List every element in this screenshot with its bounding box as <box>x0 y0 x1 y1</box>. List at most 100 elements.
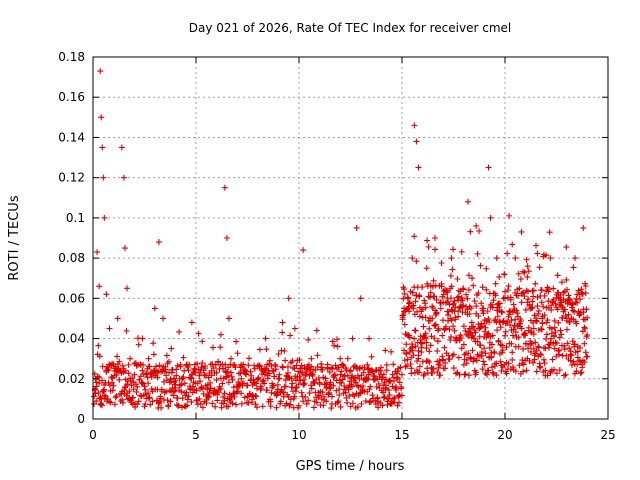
data-point <box>536 360 543 367</box>
data-point <box>386 391 393 398</box>
data-point <box>375 380 382 387</box>
data-point <box>524 263 531 270</box>
data-point <box>410 352 417 359</box>
data-point <box>466 311 473 318</box>
data-point <box>125 370 132 377</box>
data-point <box>230 389 237 396</box>
data-point <box>460 323 467 330</box>
data-point <box>502 332 508 339</box>
data-point <box>127 355 134 362</box>
data-point <box>405 304 412 311</box>
data-point <box>209 400 216 407</box>
data-point <box>247 368 254 375</box>
data-point <box>369 368 376 375</box>
data-point <box>424 357 431 364</box>
data-point <box>512 368 519 375</box>
data-point <box>268 389 275 396</box>
data-point <box>205 391 212 398</box>
data-point <box>285 295 292 302</box>
data-point <box>228 369 235 376</box>
data-point <box>119 362 126 369</box>
data-point <box>105 367 112 374</box>
data-point <box>551 324 558 331</box>
data-point <box>405 295 412 302</box>
data-point <box>525 296 532 303</box>
data-point <box>452 316 459 323</box>
data-point <box>481 328 488 335</box>
data-point <box>403 362 410 369</box>
data-point <box>199 404 206 411</box>
data-point <box>368 353 375 360</box>
data-point <box>379 402 386 409</box>
data-point <box>439 317 446 324</box>
data-point <box>541 312 548 319</box>
data-point <box>275 350 282 357</box>
data-point <box>532 350 539 357</box>
data-point <box>543 335 550 342</box>
data-point <box>329 338 336 345</box>
data-point <box>264 375 271 382</box>
data-point <box>209 361 216 368</box>
data-point <box>446 326 453 333</box>
data-point <box>339 376 346 383</box>
data-point <box>470 323 477 330</box>
data-point <box>455 293 462 300</box>
data-point <box>489 369 496 376</box>
data-point <box>467 329 474 336</box>
data-point <box>561 346 568 353</box>
data-point <box>352 379 359 386</box>
data-point <box>359 383 366 390</box>
data-point <box>288 384 295 391</box>
data-point <box>150 340 157 347</box>
data-point <box>581 340 588 347</box>
data-point <box>380 394 387 401</box>
data-point <box>485 367 492 374</box>
data-point <box>344 399 351 406</box>
data-point <box>554 272 561 279</box>
data-point <box>406 349 413 356</box>
data-point <box>219 380 226 387</box>
data-point <box>210 365 217 372</box>
data-point <box>336 392 343 399</box>
data-point <box>493 372 500 379</box>
data-point <box>375 404 382 411</box>
data-point <box>509 332 516 339</box>
data-point <box>308 385 315 392</box>
data-point <box>318 360 325 367</box>
data-point <box>353 224 360 231</box>
data-point <box>291 325 298 332</box>
data-point <box>242 367 249 374</box>
data-point <box>528 340 535 347</box>
data-point <box>496 304 503 311</box>
data-point <box>521 293 528 300</box>
data-point <box>502 295 508 302</box>
data-point <box>446 356 453 363</box>
data-point <box>328 405 335 412</box>
data-point <box>454 276 461 283</box>
data-point <box>535 344 542 351</box>
data-point <box>545 298 552 305</box>
data-point <box>416 292 423 299</box>
data-point <box>172 384 179 391</box>
data-point <box>248 399 255 406</box>
data-point <box>97 401 104 408</box>
data-point <box>467 354 474 361</box>
data-point <box>584 314 591 321</box>
data-point <box>146 394 153 401</box>
data-point <box>584 332 591 339</box>
data-point <box>413 258 420 265</box>
data-point <box>154 374 161 381</box>
data-point <box>163 372 170 379</box>
data-point <box>381 393 388 400</box>
data-point <box>448 283 455 290</box>
data-point <box>279 388 286 395</box>
data-point <box>197 385 204 392</box>
data-point <box>156 362 163 369</box>
data-point <box>321 393 328 400</box>
data-point <box>279 363 286 370</box>
data-point <box>271 373 278 380</box>
data-point <box>286 402 293 409</box>
data-point <box>122 367 129 374</box>
y-tick-label: 0.1 <box>66 211 85 225</box>
data-point <box>477 262 484 269</box>
